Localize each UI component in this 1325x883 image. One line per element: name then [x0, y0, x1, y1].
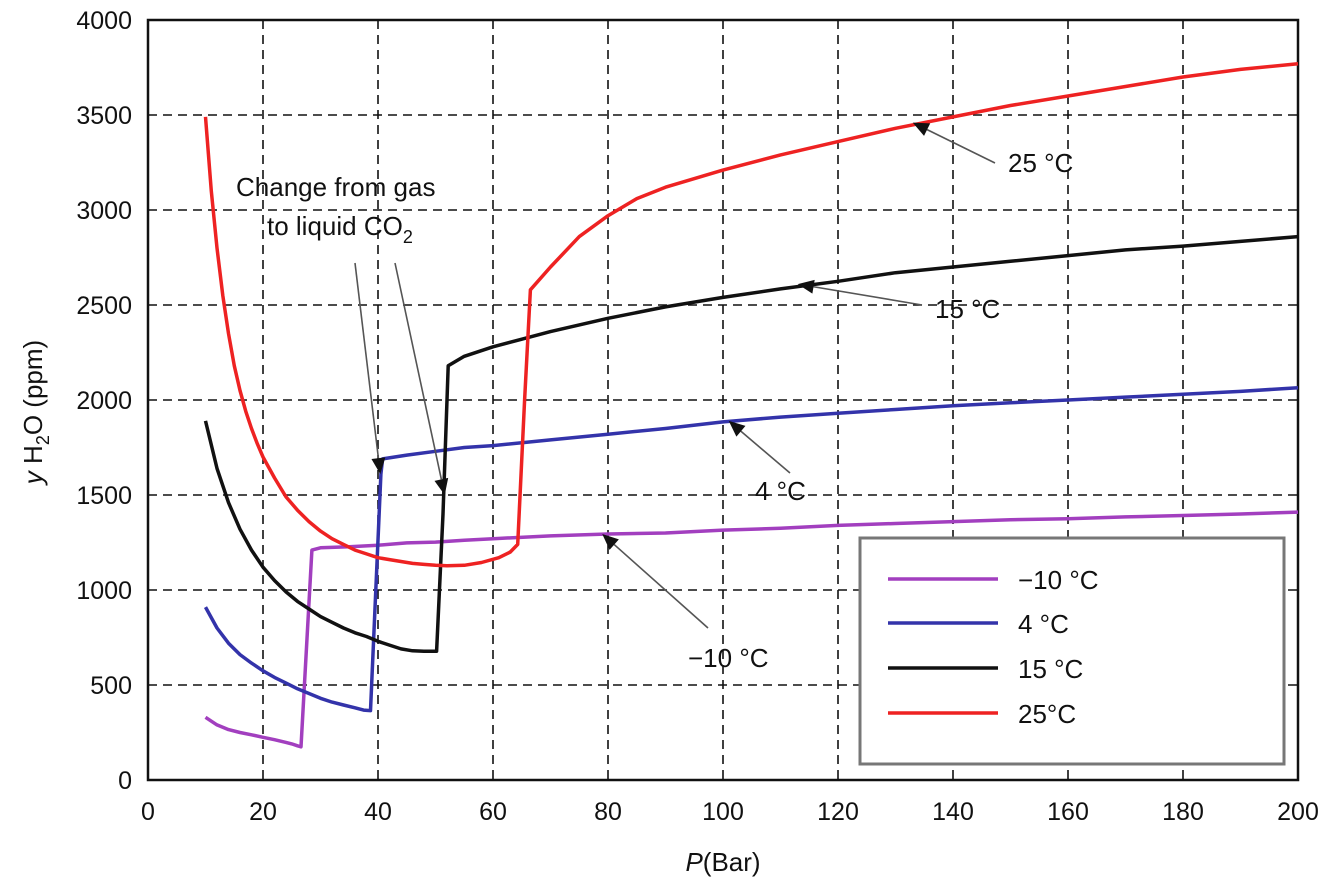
x-tick-label: 180	[1162, 798, 1204, 826]
legend: −10 °C 4 °C 15 °C 25°C	[858, 536, 1286, 766]
annotation-4c: 4 °C	[755, 476, 806, 506]
series-line-2	[203, 234, 1299, 653]
y-tick-label: 1000	[76, 577, 132, 605]
x-tick-label: 20	[249, 798, 277, 826]
x-tick-label: 60	[479, 798, 507, 826]
legend-label-25c: 25°C	[1018, 699, 1076, 729]
arrow-minus10c	[602, 533, 709, 629]
arrow-change-4c	[354, 262, 386, 475]
series-line-0	[204, 510, 1299, 749]
x-tick-label: 40	[364, 798, 392, 826]
x-tick-label: 120	[817, 798, 859, 826]
legend-label-15c: 15 °C	[1018, 654, 1083, 684]
x-tick-label: 0	[141, 798, 155, 826]
y-tick-label: 500	[90, 672, 132, 700]
arrow-25c	[912, 122, 996, 164]
x-axis-label: P(Bar)	[685, 847, 760, 877]
x-tick-label: 100	[702, 798, 744, 826]
y-tick-label: 2500	[76, 292, 132, 320]
tick-labels: 0 20 40 60 80 100 120 140 160 180 2000500100015002…	[76, 7, 1318, 826]
x-tick-label: 160	[1047, 798, 1089, 826]
y-tick-label: 2000	[76, 387, 132, 415]
y-tick-label: 0	[118, 767, 132, 795]
series-line-1	[203, 385, 1299, 713]
x-tick-label: 80	[594, 798, 622, 826]
legend-label-4c: 4 °C	[1018, 609, 1069, 639]
annotation-15c: 15 °C	[935, 294, 1000, 324]
grid	[148, 20, 1298, 780]
plot-frame	[146, 18, 1300, 782]
y-tick-label: 3500	[76, 102, 132, 130]
series-lines	[203, 61, 1299, 749]
annotation-arrows	[354, 122, 996, 629]
annotation-change-line2: to liquid CO2	[267, 211, 413, 247]
annotation-change-line1: Change from gas	[236, 172, 435, 202]
y-tick-label: 4000	[76, 7, 132, 35]
annotation-minus10c: −10 °C	[688, 643, 769, 673]
arrow-4c	[728, 420, 791, 474]
legend-box	[858, 536, 1286, 766]
series-line-3	[203, 61, 1299, 568]
y-axis-label: y H2O (ppm)	[18, 340, 53, 486]
x-tick-label: 140	[932, 798, 974, 826]
y-tick-label: 3000	[76, 197, 132, 225]
legend-label-minus10c: −10 °C	[1018, 565, 1099, 595]
annotation-25c: 25 °C	[1008, 148, 1073, 178]
arrow-change-15c	[394, 262, 449, 495]
y-tick-label: 1500	[76, 482, 132, 510]
arrow-15c	[797, 279, 923, 306]
x-tick-label: 200	[1277, 798, 1319, 826]
